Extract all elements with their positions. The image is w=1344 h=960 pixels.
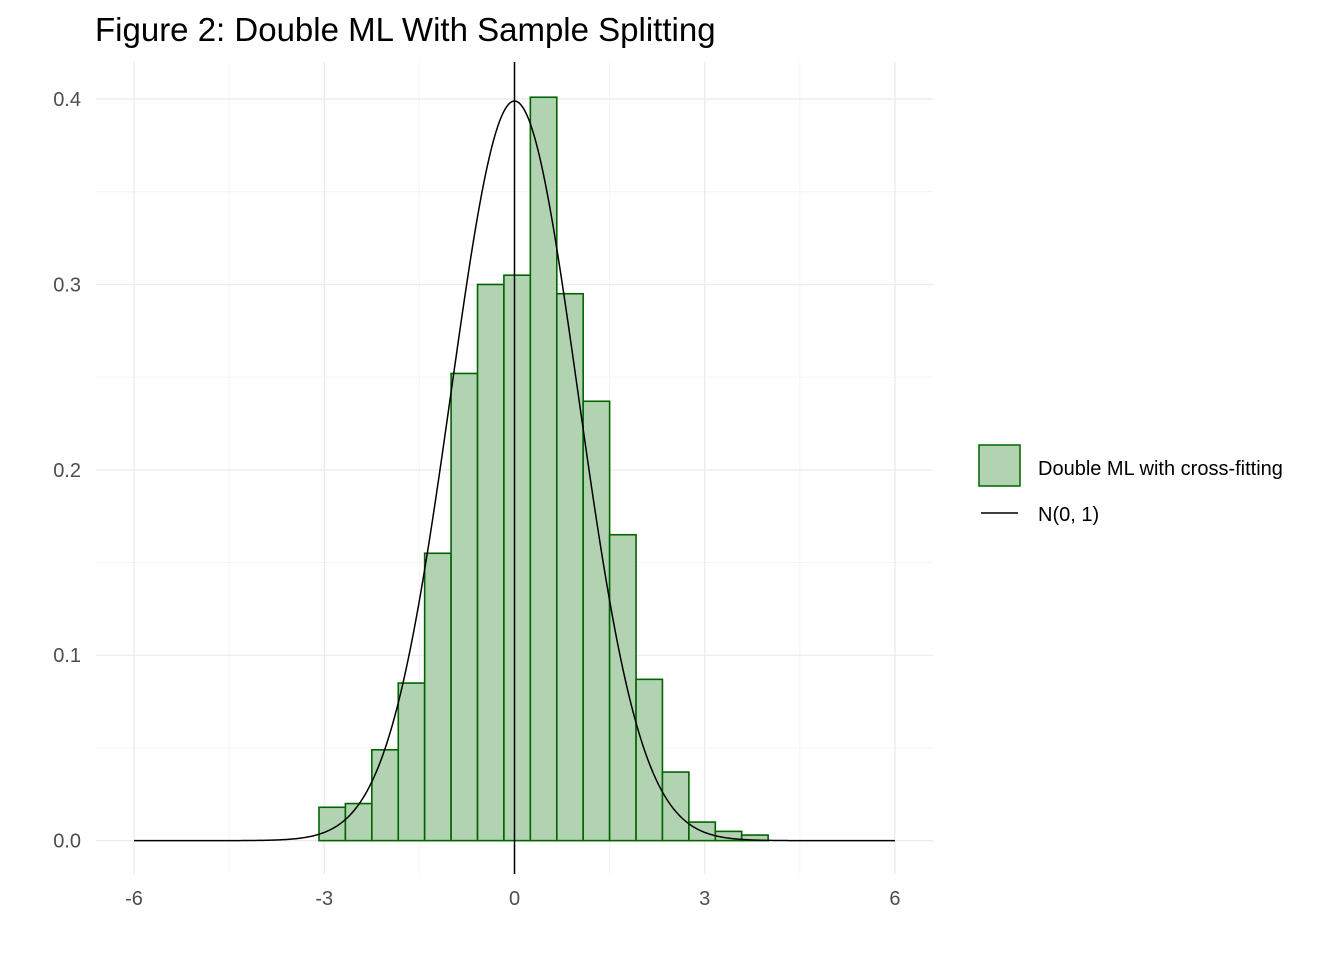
- x-tick-label: 3: [699, 888, 710, 910]
- y-tick-label: 0.1: [53, 645, 81, 667]
- y-tick-label: 0.2: [53, 460, 81, 482]
- histogram-bar: [503, 274, 532, 842]
- y-tick-label: 0.4: [53, 89, 81, 111]
- legend-swatch-histogram: [978, 444, 1021, 487]
- histogram-bar: [450, 372, 479, 842]
- histogram-bar: [344, 802, 373, 842]
- histogram-bar: [423, 552, 452, 842]
- histogram-bar: [476, 283, 505, 842]
- x-tick-label: -3: [315, 888, 333, 910]
- histogram-bar: [608, 533, 637, 842]
- x-tick-label: 6: [889, 888, 900, 910]
- x-tick-label: 0: [509, 888, 520, 910]
- histogram-bar: [397, 682, 426, 842]
- x-tick-label: -6: [125, 888, 143, 910]
- histogram-bar: [582, 400, 611, 842]
- histogram-bar: [555, 292, 584, 842]
- y-axis-ticks: 0.0 0.1 0.2 0.3 0.4: [53, 89, 81, 853]
- histogram-bar: [635, 678, 664, 842]
- y-tick-label: 0.3: [53, 274, 81, 296]
- histogram-bar: [371, 748, 400, 842]
- legend: Double ML with cross-fitting N(0, 1): [978, 444, 1283, 526]
- chart-title: Figure 2: Double ML With Sample Splittin…: [95, 11, 716, 48]
- histogram-bar: [529, 96, 558, 842]
- histogram-bar: [661, 771, 690, 842]
- x-axis-ticks: -6 -3 0 3 6: [125, 888, 900, 910]
- y-tick-label: 0.0: [53, 831, 81, 853]
- legend-label-curve: N(0, 1): [1038, 504, 1099, 526]
- legend-label-histogram: Double ML with cross-fitting: [1038, 458, 1283, 480]
- histogram-bar: [318, 806, 347, 842]
- histogram-bars: [318, 96, 769, 842]
